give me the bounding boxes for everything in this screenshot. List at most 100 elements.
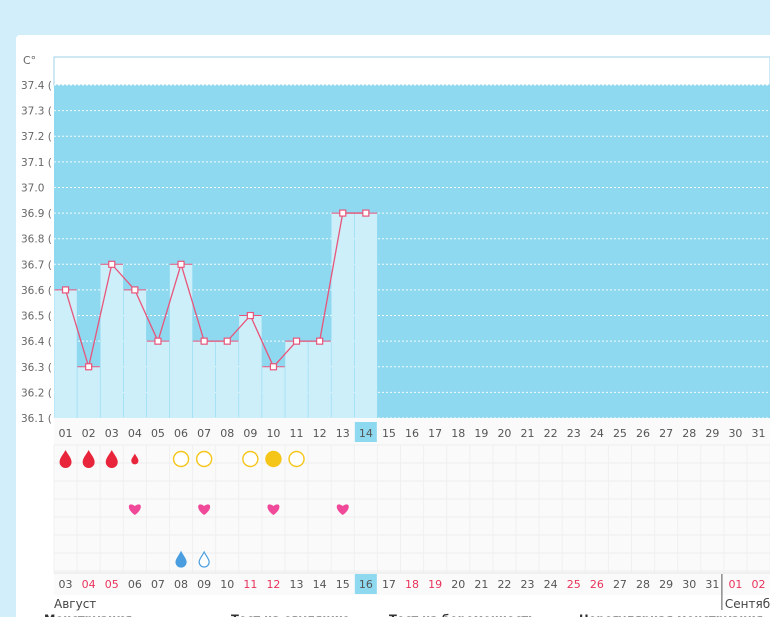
temperature-point[interactable] [131, 286, 139, 294]
temperature-point[interactable] [362, 209, 370, 217]
temperature-point[interactable] [154, 337, 162, 345]
y-tick-label: 36.1 ( [21, 413, 52, 425]
calendar-date-label[interactable]: 31 [705, 578, 719, 591]
bbt-chart-card: C° 37.4 (37.3 (37.2 (37.1 (37.0 36.9 (36.8… [16, 35, 770, 617]
calendar-date-label[interactable]: 25 [567, 578, 581, 591]
calendar-date-label[interactable]: 03 [59, 578, 73, 591]
ovulation-test-icon[interactable] [288, 450, 305, 468]
calendar-date-label[interactable]: 24 [544, 578, 558, 591]
cycle-day-label: 16 [405, 427, 419, 440]
y-tick-label: 36.2 ( [21, 387, 52, 399]
heart-icon[interactable] [267, 504, 280, 515]
temp-bar [285, 341, 308, 418]
ovulation-test-icon[interactable] [265, 450, 282, 468]
menstruation-drop-icon[interactable] [105, 450, 118, 469]
calendar-date-label[interactable]: 02 [752, 578, 766, 591]
calendar-date-label[interactable]: 16 [359, 578, 373, 591]
temperature-point[interactable] [316, 337, 324, 345]
calendar-date-label[interactable]: 12 [266, 578, 280, 591]
temp-bar [146, 341, 170, 418]
ovulation-test-icon[interactable] [172, 450, 190, 468]
menstruation-drop-icon[interactable] [59, 450, 72, 469]
calendar-date-label[interactable]: 05 [105, 578, 119, 591]
calendar-date-label[interactable]: 09 [197, 578, 211, 591]
temp-bar [331, 213, 354, 418]
y-tick-label: 37.4 ( [21, 80, 52, 92]
calendar-date-label[interactable]: 21 [474, 578, 488, 591]
cycle-day-label: 03 [105, 427, 119, 440]
discharge-drop-icon[interactable] [175, 550, 187, 568]
calendar-date-label[interactable]: 30 [682, 578, 696, 591]
discharge-drop-icon[interactable] [198, 550, 210, 568]
temperature-point[interactable] [339, 209, 347, 217]
cycle-day-label: 01 [59, 427, 73, 440]
temp-bar [77, 366, 100, 418]
cycle-day-label: 30 [728, 427, 742, 440]
cycle-day-label: 02 [82, 427, 96, 440]
temp-bar [123, 289, 147, 418]
legend-item: Тест на овуляцию [231, 612, 350, 617]
y-tick-label: 36.6 ( [21, 285, 52, 297]
cycle-day-label: 28 [682, 427, 696, 440]
calendar-date-label[interactable]: 26 [590, 578, 604, 591]
menstruation-drop-icon[interactable] [131, 453, 139, 465]
cycle-day-label: 04 [128, 427, 142, 440]
cycle-day-label: 18 [451, 427, 465, 440]
calendar-date-label[interactable]: 27 [613, 578, 627, 591]
cycle-day-label: 08 [220, 427, 234, 440]
calendar-date-label[interactable]: 23 [521, 578, 535, 591]
calendar-date-label[interactable]: 29 [659, 578, 673, 591]
calendar-date-label[interactable]: 11 [243, 578, 257, 591]
y-axis-unit: C° [23, 54, 36, 67]
calendar-date-label[interactable]: 10 [220, 578, 234, 591]
calendar-date-label[interactable]: 19 [428, 578, 442, 591]
calendar-date-label[interactable]: 22 [497, 578, 511, 591]
temperature-point[interactable] [108, 260, 116, 268]
calendar-date-label[interactable]: 04 [82, 578, 96, 591]
calendar-date-label[interactable]: 07 [151, 578, 165, 591]
temp-bar [262, 366, 285, 418]
cycle-day-label: 10 [266, 427, 280, 440]
cycle-day-label: 25 [613, 427, 627, 440]
calendar-date-label[interactable]: 13 [290, 578, 304, 591]
cycle-day-label: 20 [497, 427, 511, 440]
calendar-date-label[interactable]: 08 [174, 578, 188, 591]
marker-panel [54, 418, 770, 595]
temperature-point[interactable] [85, 363, 93, 371]
ovulation-test-icon[interactable] [242, 450, 259, 468]
temp-bar [169, 264, 193, 418]
ovulation-test-icon[interactable] [195, 450, 213, 468]
calendar-date-label[interactable]: 17 [382, 578, 396, 591]
temperature-point[interactable] [223, 337, 231, 345]
y-tick-label: 36.8 ( [21, 234, 52, 246]
calendar-date-label[interactable]: 28 [636, 578, 650, 591]
heart-icon[interactable] [198, 504, 211, 515]
today-highlight [354, 574, 377, 594]
cycle-day-label: 27 [659, 427, 673, 440]
temp-bar [216, 341, 239, 418]
temperature-point[interactable] [200, 337, 208, 345]
heart-icon[interactable] [128, 504, 141, 515]
temperature-point[interactable] [292, 337, 301, 345]
y-tick-label: 36.3 ( [21, 362, 52, 374]
calendar-date-label[interactable]: 15 [336, 578, 350, 591]
temperature-point[interactable] [61, 286, 70, 294]
heart-icon[interactable] [336, 504, 349, 515]
month-label-current: Август [54, 597, 96, 611]
temperature-point[interactable] [269, 363, 278, 371]
y-tick-label: 36.9 ( [21, 208, 52, 220]
calendar-date-label[interactable]: 01 [728, 578, 742, 591]
temp-bar [54, 289, 77, 418]
cycle-day-label: 06 [174, 427, 188, 440]
temperature-point[interactable] [246, 311, 254, 320]
calendar-date-label[interactable]: 14 [313, 578, 327, 591]
calendar-date-label[interactable]: 20 [451, 578, 465, 591]
bbt-chart: C° 37.4 (37.3 (37.2 (37.1 (37.0 36.9 (36.8… [21, 54, 770, 617]
calendar-date-label[interactable]: 06 [128, 578, 142, 591]
temp-bar [354, 213, 378, 418]
cycle-day-label: 31 [752, 427, 766, 440]
temperature-point[interactable] [177, 260, 185, 268]
calendar-date-label[interactable]: 18 [405, 578, 419, 591]
legend-item: Тест на беременность [389, 612, 535, 617]
menstruation-drop-icon[interactable] [82, 450, 95, 469]
